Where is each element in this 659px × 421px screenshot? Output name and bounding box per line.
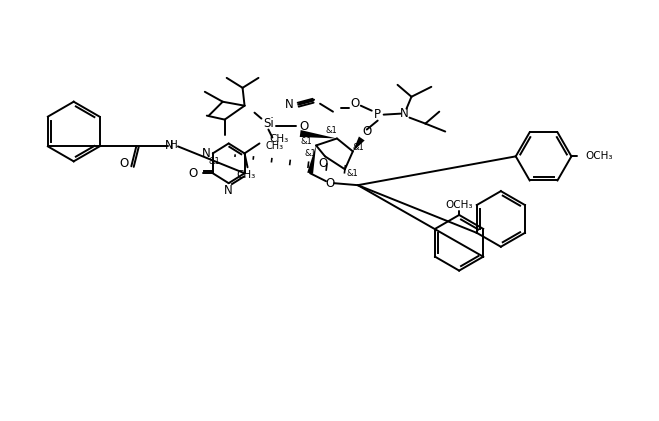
Text: N: N	[224, 184, 233, 197]
Text: O: O	[350, 97, 359, 110]
Text: &1: &1	[347, 169, 358, 178]
Text: OCH₃: OCH₃	[585, 152, 613, 161]
Text: N: N	[285, 98, 294, 111]
Text: CH₃: CH₃	[236, 170, 255, 180]
Text: N: N	[202, 147, 210, 160]
Polygon shape	[300, 130, 337, 139]
Text: Si: Si	[263, 117, 273, 130]
Text: OCH₃: OCH₃	[445, 200, 473, 210]
Text: &1: &1	[209, 157, 221, 166]
Text: CH₃: CH₃	[270, 134, 289, 144]
Text: P: P	[374, 108, 381, 121]
Text: N: N	[400, 107, 409, 120]
Text: N: N	[165, 139, 173, 152]
Text: O: O	[300, 120, 309, 133]
Text: O: O	[120, 157, 129, 170]
Text: O: O	[318, 157, 328, 170]
Text: O: O	[326, 177, 335, 190]
Text: &1: &1	[325, 126, 337, 135]
Text: O: O	[188, 167, 198, 180]
Text: O: O	[362, 125, 372, 138]
Text: H: H	[170, 141, 178, 150]
Text: &1: &1	[301, 137, 312, 146]
Text: CH₃: CH₃	[266, 141, 283, 152]
Polygon shape	[353, 136, 364, 152]
Polygon shape	[307, 145, 316, 174]
Text: &1: &1	[353, 143, 364, 152]
Text: &1: &1	[304, 149, 316, 158]
